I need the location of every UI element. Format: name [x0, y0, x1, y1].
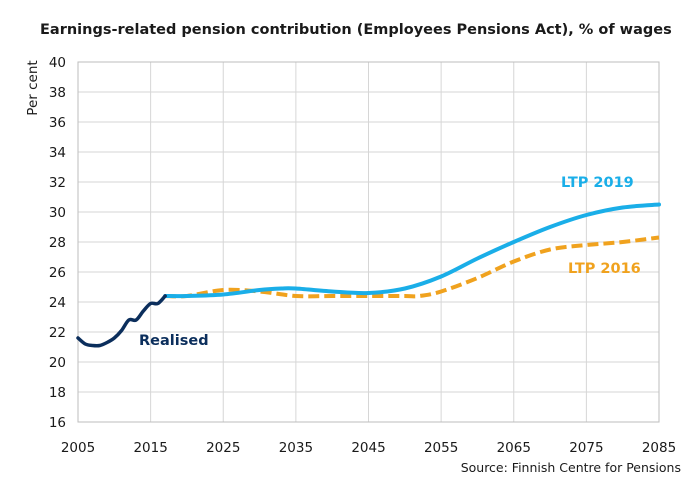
y-axis-ticks: 16 18 20 22 24 26 28 30 32 34 36 38 40 [49, 55, 66, 431]
y-tick-label: 30 [49, 205, 66, 221]
y-tick-label: 18 [49, 385, 66, 401]
y-tick-label: 32 [49, 175, 66, 191]
chart-title: Earnings-related pension contribution (E… [40, 22, 672, 38]
series-line-ltp-2016 [165, 235, 660, 299]
y-tick-label: 20 [49, 355, 66, 371]
series-line-ltp-2019 [163, 202, 661, 299]
x-tick-label: 2025 [206, 440, 240, 456]
y-tick-label: 34 [49, 145, 66, 161]
y-axis-label: Per cent [25, 60, 41, 115]
x-tick-label: 2065 [497, 440, 531, 456]
series-label-ltp-2016: LTP 2016 [568, 261, 641, 277]
source-note: Source: Finnish Centre for Pensions [461, 460, 681, 475]
series-label-realised: Realised [139, 333, 209, 349]
x-tick-label: 2075 [569, 440, 603, 456]
series-label-ltp-2019: LTP 2019 [561, 175, 634, 191]
x-tick-label: 2015 [133, 440, 167, 456]
y-tick-label: 24 [49, 295, 66, 311]
y-tick-label: 36 [49, 115, 66, 131]
y-tick-label: 26 [49, 265, 66, 281]
y-tick-label: 38 [49, 85, 66, 101]
y-tick-label: 28 [49, 235, 66, 251]
grid-layer [78, 62, 659, 422]
series-line-realised [76, 294, 167, 348]
series-layer [76, 202, 661, 348]
x-tick-label: 2045 [351, 440, 385, 456]
plot-frame [77, 61, 660, 423]
y-tick-label: 16 [49, 415, 66, 431]
y-tick-label: 40 [49, 55, 66, 71]
x-tick-label: 2055 [424, 440, 458, 456]
x-axis-ticks: 2005 2015 2025 2035 2045 2055 2065 2075 2085 [61, 440, 676, 456]
x-tick-label: 2035 [279, 440, 313, 456]
x-tick-label: 2005 [61, 440, 95, 456]
y-tick-label: 22 [49, 325, 66, 341]
series-label-layer: Realised LTP 2019 LTP 2016 [139, 175, 641, 349]
x-tick-label: 2085 [642, 440, 676, 456]
